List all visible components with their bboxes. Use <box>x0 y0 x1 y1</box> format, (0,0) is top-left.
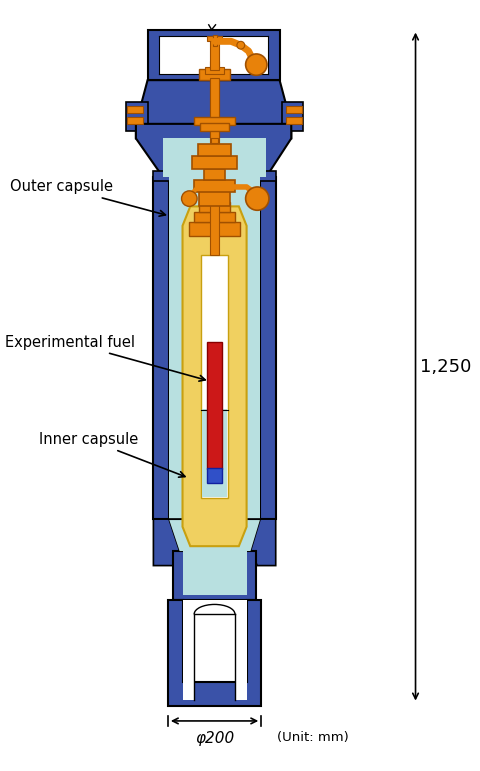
Text: φ200: φ200 <box>195 731 234 746</box>
Text: Experimental fuel: Experimental fuel <box>5 335 205 381</box>
Bar <box>194 212 235 222</box>
Bar <box>194 117 235 125</box>
Bar <box>210 78 219 139</box>
Circle shape <box>246 187 269 210</box>
Bar <box>169 177 260 519</box>
Bar <box>204 169 225 180</box>
Bar <box>287 117 302 124</box>
Bar <box>182 551 247 594</box>
Bar <box>204 193 225 203</box>
Bar <box>207 36 222 42</box>
Bar <box>207 467 222 483</box>
Polygon shape <box>168 600 261 706</box>
Bar <box>200 123 229 130</box>
Polygon shape <box>182 207 247 546</box>
Text: (Unit: mm): (Unit: mm) <box>276 731 348 744</box>
Bar <box>205 66 224 74</box>
Bar <box>194 180 235 192</box>
Polygon shape <box>163 139 266 177</box>
Bar <box>210 36 219 70</box>
Bar <box>159 35 268 74</box>
Bar <box>154 177 169 519</box>
Bar <box>147 29 280 80</box>
Bar <box>287 106 302 113</box>
Bar <box>199 189 230 207</box>
Bar <box>199 203 230 212</box>
Polygon shape <box>136 80 291 139</box>
Bar <box>282 102 303 130</box>
Bar <box>127 117 143 124</box>
Bar <box>207 342 222 469</box>
Bar <box>198 144 231 156</box>
Bar <box>127 106 143 113</box>
Bar <box>199 69 230 80</box>
Bar <box>154 171 276 181</box>
Bar <box>202 409 227 497</box>
Circle shape <box>237 42 245 49</box>
Text: Outer capsule: Outer capsule <box>10 180 166 216</box>
Polygon shape <box>136 124 291 177</box>
Polygon shape <box>251 519 276 566</box>
Text: Inner capsule: Inner capsule <box>39 432 185 477</box>
Bar <box>201 255 228 497</box>
Bar <box>126 102 147 130</box>
Bar <box>189 222 240 235</box>
Bar <box>211 76 218 143</box>
Circle shape <box>246 54 267 76</box>
Bar <box>210 61 219 255</box>
Bar <box>192 156 237 170</box>
Bar <box>173 551 256 600</box>
Polygon shape <box>169 519 260 551</box>
Polygon shape <box>182 600 247 699</box>
Text: 1,250: 1,250 <box>420 358 472 375</box>
Circle shape <box>181 191 197 207</box>
Bar <box>213 35 216 46</box>
Bar <box>260 177 276 519</box>
Polygon shape <box>154 519 180 566</box>
